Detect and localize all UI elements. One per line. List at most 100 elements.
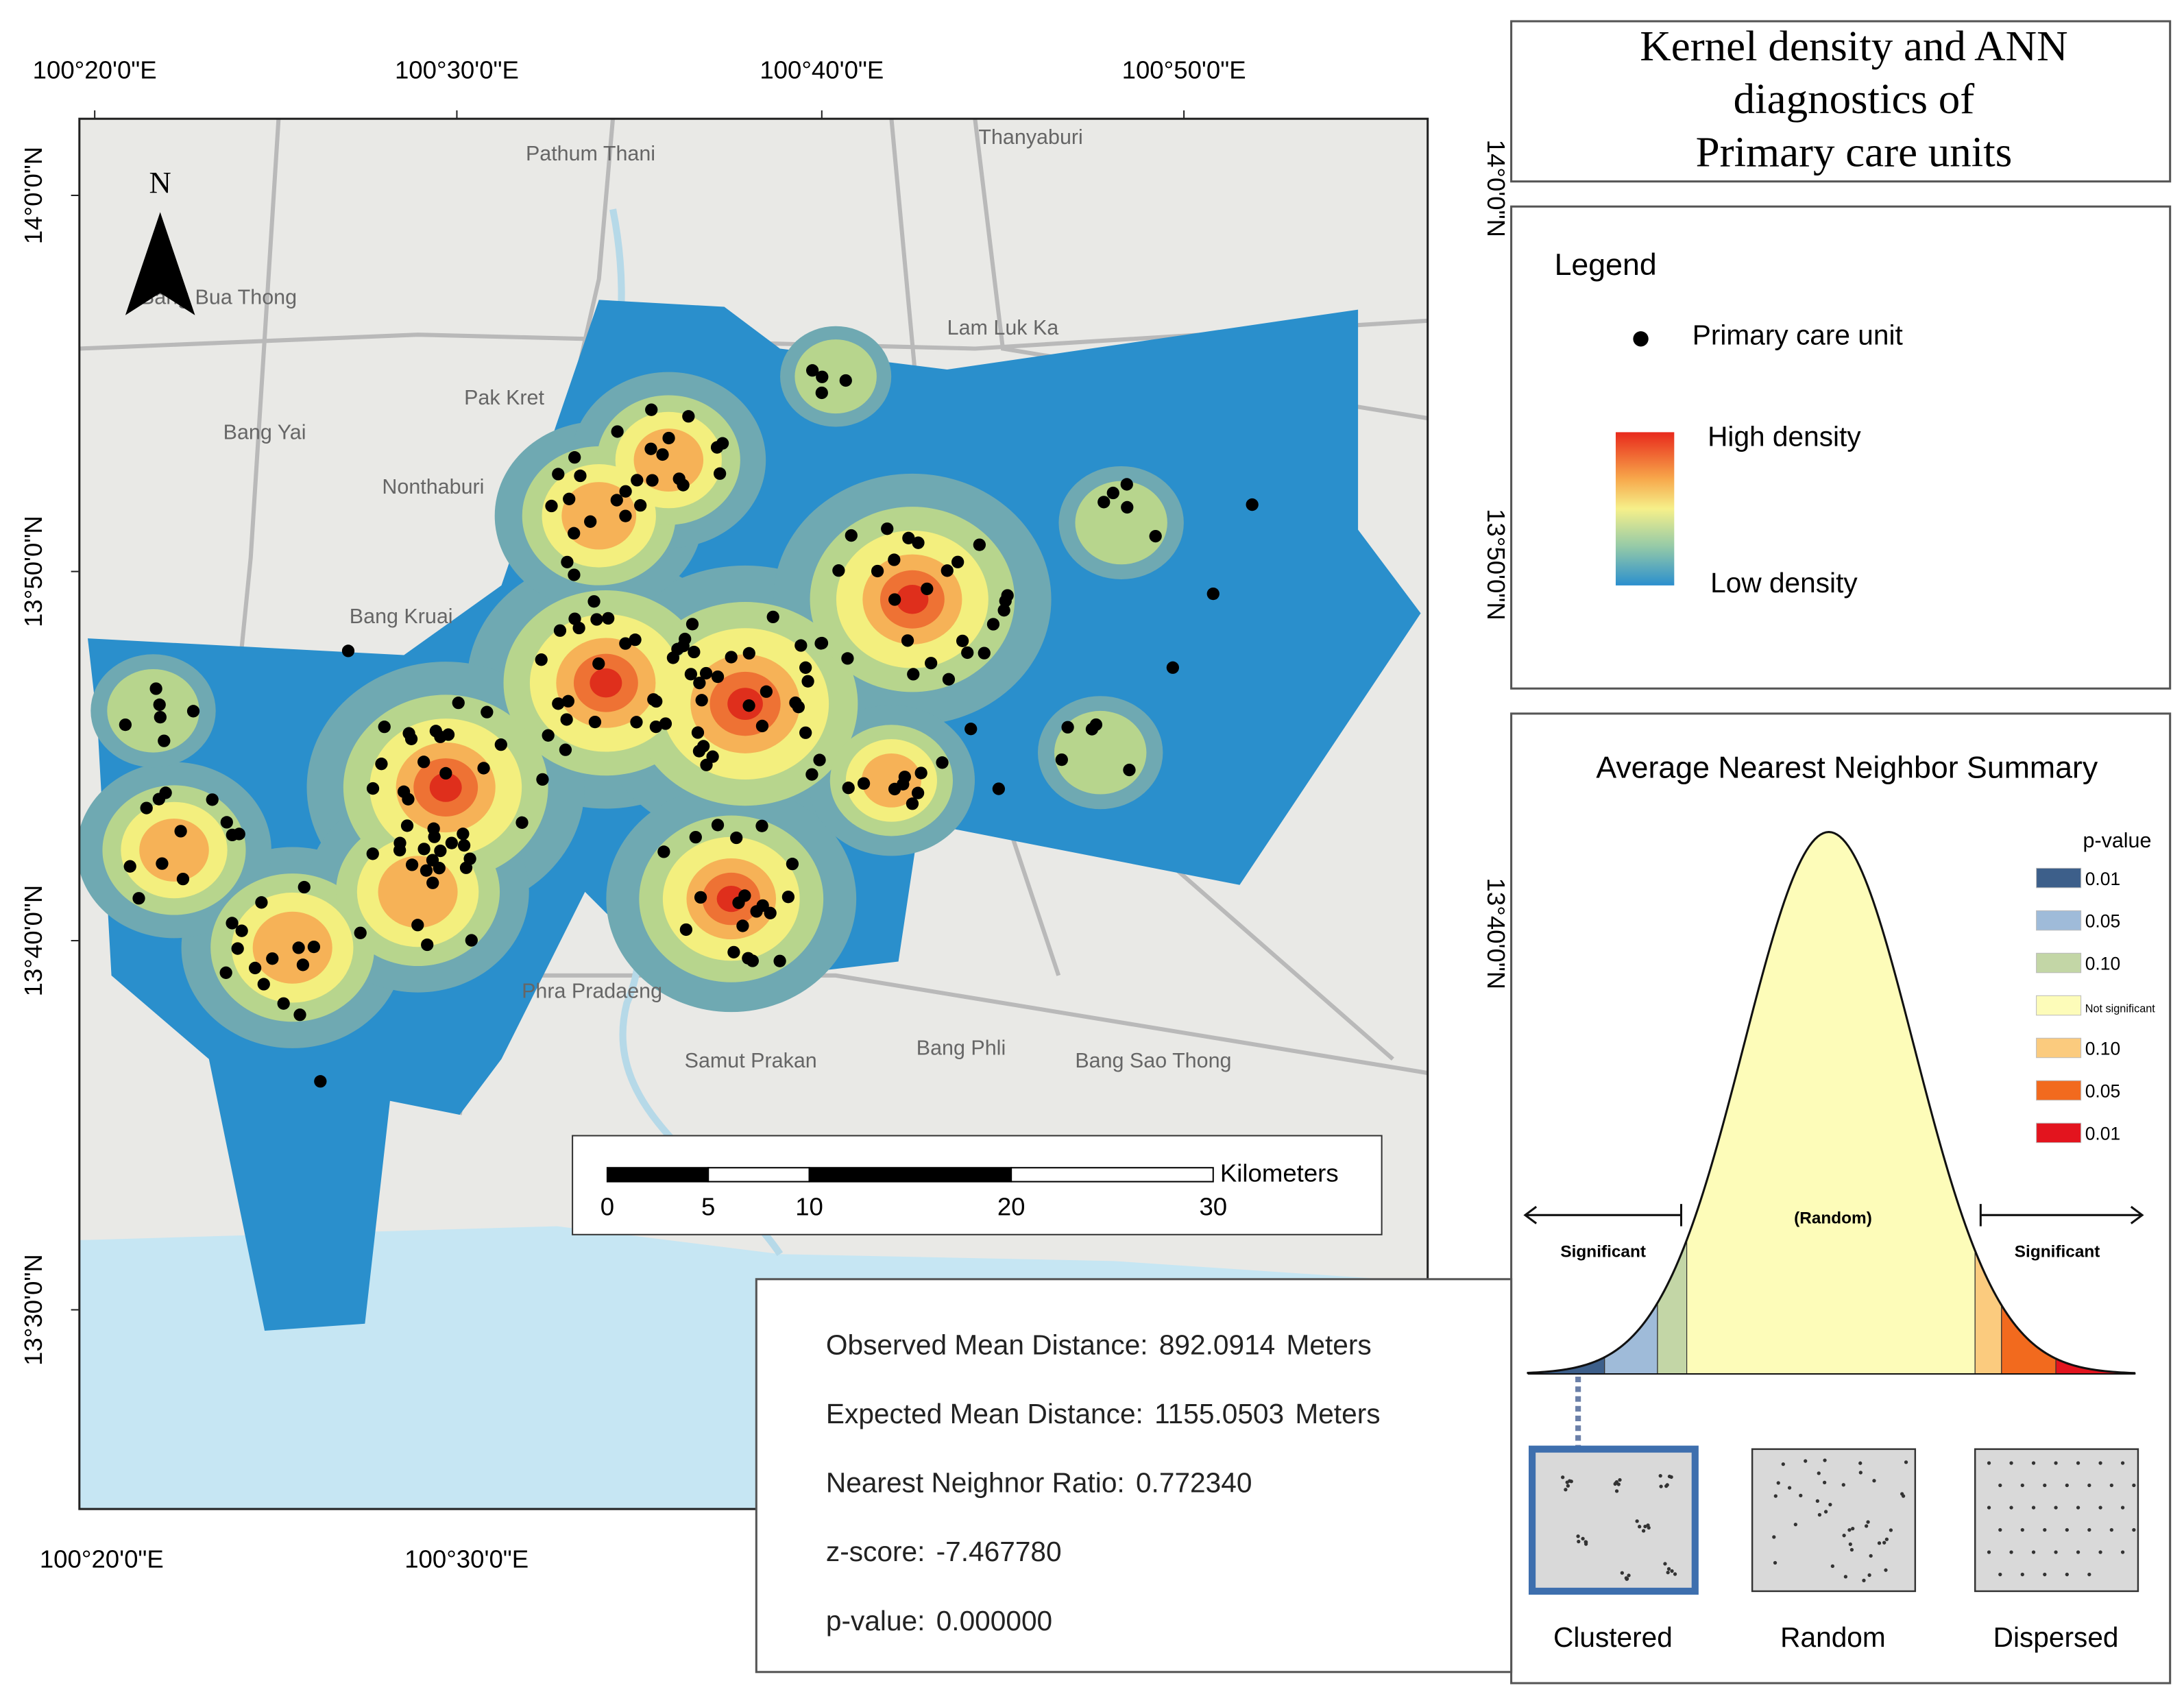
overlay: 100°20'0"E 100°30'0"E 100°40'0"E 100°50'0"E… (19, 20, 2172, 1684)
primary-care-unit (710, 441, 724, 454)
pattern-dot (1823, 1510, 1828, 1514)
pattern-dot (1869, 1554, 1873, 1558)
pattern-dot (2020, 1572, 2024, 1577)
primary-care-unit (839, 374, 852, 387)
primary-care-unit (375, 758, 388, 771)
pattern-dot (2098, 1461, 2102, 1465)
primary-care-unit (921, 582, 934, 596)
primary-care-unit (536, 773, 549, 786)
primary-care-unit (973, 538, 986, 551)
latitude-label: 13°50'0"N (19, 516, 47, 627)
primary-care-unit (366, 847, 379, 860)
primary-care-unit (226, 917, 239, 930)
pvalue-swatch (2036, 1037, 2082, 1059)
ann-title: Average Nearest Neighbor Summary (1596, 751, 2098, 784)
arrow-left (1523, 1204, 1683, 1227)
primary-care-unit (1106, 486, 1119, 500)
primary-care-unit (563, 492, 576, 505)
pattern-dot (2076, 1550, 2080, 1554)
primary-care-unit (964, 723, 978, 736)
primary-care-unit (421, 938, 434, 952)
primary-care-unit (706, 750, 719, 763)
primary-care-unit (1061, 721, 1074, 734)
primary-care-unit (457, 828, 470, 841)
primary-care-unit (152, 793, 166, 806)
pattern-dot (2120, 1550, 2125, 1554)
primary-care-unit (619, 637, 632, 650)
pattern-dot (2076, 1506, 2080, 1510)
primary-care-unit (711, 670, 725, 684)
place-label: Pak Kret (464, 386, 544, 409)
pattern-dot (1620, 1571, 1624, 1575)
pattern-dot (2065, 1483, 2069, 1488)
primary-care-unit (515, 816, 529, 829)
pattern-dot (1884, 1537, 1889, 1541)
place-label: Thanyaburi (978, 125, 1082, 149)
pattern-dot (1614, 1489, 1619, 1493)
stat-line: p-value: 0.000000 (826, 1605, 1052, 1636)
pattern-dot (1666, 1567, 1671, 1571)
primary-care-unit (619, 485, 632, 498)
primary-care-unit (429, 725, 442, 738)
primary-care-unit (1246, 498, 1259, 511)
pattern-dot (2120, 1506, 2125, 1510)
primary-care-unit (417, 843, 430, 856)
primary-care-unit (1149, 529, 1162, 543)
pattern-dot (2109, 1527, 2113, 1532)
primary-care-unit (465, 934, 478, 947)
primary-care-unit (645, 403, 658, 416)
north-label: N (149, 165, 171, 200)
pattern-dot (1564, 1488, 1568, 1492)
pattern-dot (1659, 1484, 1663, 1488)
primary-care-unit (732, 896, 745, 909)
pattern-dot (1998, 1572, 2002, 1577)
stat-label: p-value: (826, 1605, 925, 1636)
stat-label: Expected Mean Distance: (826, 1398, 1143, 1429)
primary-care-unit (153, 698, 166, 712)
primary-care-unit (434, 844, 447, 858)
title-line: Primary care units (1696, 128, 2013, 176)
primary-care-unit (679, 923, 693, 937)
primary-care-unit (845, 529, 858, 542)
pattern-dot (1884, 1568, 1888, 1572)
primary-care-unit (912, 536, 925, 549)
pattern-dot (1842, 1534, 1846, 1538)
primary-care-unit (572, 621, 585, 635)
pattern-dot (2120, 1461, 2125, 1465)
stat-value: 1155.0503 (1154, 1398, 1284, 1429)
primary-care-unit (560, 713, 573, 726)
primary-care-unit (815, 636, 829, 650)
pattern-dot (2065, 1527, 2069, 1532)
primary-care-unit (404, 732, 418, 745)
pattern-dot (1987, 1506, 1991, 1510)
pattern-dot (1647, 1525, 1651, 1530)
scale-bar-unit: Kilometers (1220, 1159, 1339, 1187)
primary-care-unit (186, 705, 200, 718)
primary-care-unit (942, 673, 956, 686)
pattern-dot (1851, 1527, 1855, 1531)
primary-care-unit (445, 836, 459, 849)
density-band (861, 753, 921, 808)
stat-value: 0.772340 (1136, 1467, 1252, 1499)
primary-care-unit (631, 474, 644, 487)
pvalue-label: 0.05 (2085, 1081, 2120, 1102)
stat-unit: Meters (1295, 1398, 1380, 1429)
primary-care-unit (925, 657, 938, 670)
primary-care-unit (296, 958, 310, 971)
longitude-label: 100°40'0"E (760, 56, 884, 84)
pattern-dot (1799, 1493, 1803, 1497)
primary-care-unit (158, 734, 171, 747)
primary-care-unit (354, 926, 367, 939)
primary-care-unit (842, 782, 855, 795)
primary-care-unit (219, 966, 232, 979)
title-line: Kernel density and ANN (1640, 22, 2067, 70)
primary-care-unit (411, 919, 424, 932)
north-arrow (125, 212, 195, 315)
legend-title: Legend (1555, 248, 1657, 282)
density-band (794, 339, 877, 414)
primary-care-unit (881, 522, 894, 535)
primary-care-unit (692, 745, 706, 758)
place-label: Lam Luk Ka (947, 316, 1059, 339)
primary-care-unit (402, 793, 415, 806)
primary-care-unit (587, 595, 600, 608)
